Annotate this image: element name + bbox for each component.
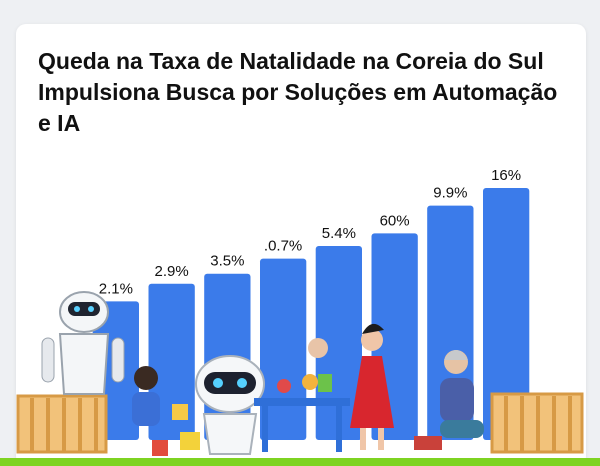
data-label-2: 3.5% bbox=[210, 253, 244, 270]
data-label-7: 16% bbox=[491, 167, 521, 184]
data-label-6: 9.9% bbox=[433, 185, 467, 202]
woman-red-dress bbox=[350, 323, 394, 450]
illustration-scene bbox=[16, 291, 584, 456]
bar-3 bbox=[260, 258, 307, 440]
elderly-person bbox=[414, 350, 484, 450]
data-label-1: 2.9% bbox=[154, 263, 188, 280]
chart-title: Queda na Taxa de Natalidade na Coreia do… bbox=[38, 48, 558, 136]
play-table bbox=[254, 338, 350, 452]
data-label-4: 5.4% bbox=[322, 225, 356, 242]
data-label-0: 2.1% bbox=[99, 280, 133, 297]
crib-left bbox=[16, 394, 108, 454]
robot-center bbox=[180, 355, 265, 455]
data-label-5: 60% bbox=[380, 212, 410, 229]
crib-right bbox=[490, 392, 584, 454]
bar-1 bbox=[148, 283, 195, 440]
grass-strip bbox=[0, 458, 600, 466]
robot-left bbox=[41, 291, 125, 395]
data-label-3: .0.7% bbox=[264, 238, 302, 255]
bar-7 bbox=[483, 188, 530, 440]
child-blocks bbox=[132, 366, 188, 456]
data-labels-group: 2.1% 2.9% 3.5% .0.7% 5.4% 60% 9.9% 16% bbox=[99, 167, 521, 297]
